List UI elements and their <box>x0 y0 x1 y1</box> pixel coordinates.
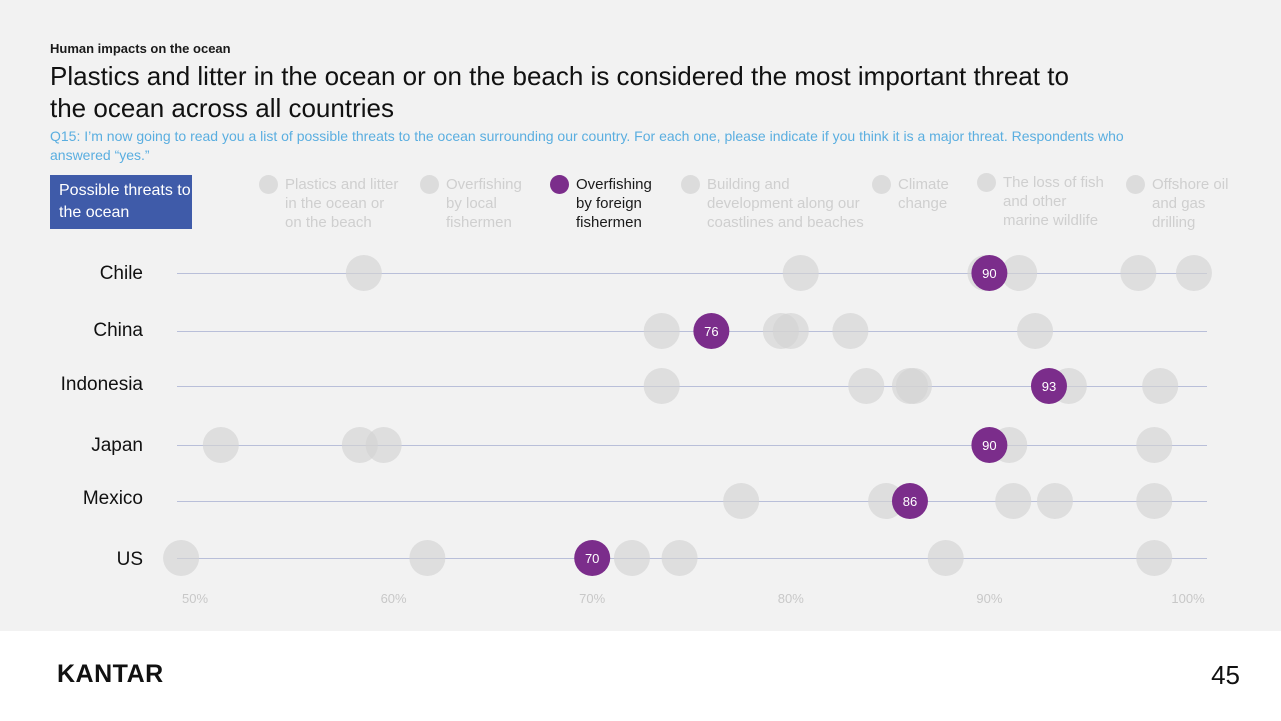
section-kicker: Human impacts on the ocean <box>50 41 231 56</box>
foreign-overfishing-dot <box>1030 368 1067 404</box>
foreign-overfishing-dot <box>971 427 1008 463</box>
data-label: 93 <box>1042 379 1056 394</box>
legend-swatch <box>420 175 439 194</box>
other-threat-dot <box>927 540 964 576</box>
other-threat-dot <box>723 483 760 519</box>
other-threat-dot <box>643 313 680 349</box>
other-threat-dot <box>1120 255 1157 291</box>
legend-swatch <box>977 173 996 192</box>
legend-item: Climate change <box>872 175 949 213</box>
other-threat-dot <box>1136 483 1173 519</box>
legend-item: Offshore oil and gas drilling <box>1126 175 1228 232</box>
legend-label: Overfishing by foreign fishermen <box>576 176 652 231</box>
other-threat-dot <box>1175 255 1212 291</box>
x-tick-label: 50% <box>181 591 209 606</box>
country-label: US <box>116 549 143 570</box>
x-tick-label: 70% <box>579 591 606 606</box>
country-label: China <box>93 320 143 341</box>
country-label: Mexico <box>82 488 143 509</box>
legend-label: Plastics and litter in the ocean or on t… <box>285 176 399 231</box>
other-threat-dot <box>832 313 869 349</box>
kantar-logo: KANTAR <box>57 660 164 688</box>
dot-plot: 90 76 93 90 86 70 <box>163 255 1212 576</box>
x-tick-label: 100% <box>1171 591 1205 606</box>
other-threat-dot <box>1001 255 1038 291</box>
x-tick-label: 80% <box>777 591 804 606</box>
page-number: 45 <box>1211 660 1240 690</box>
legend-swatch <box>681 175 700 194</box>
other-threat-dot <box>1136 540 1173 576</box>
other-threat-dot <box>895 368 932 404</box>
other-threat-dot <box>409 540 446 576</box>
other-threat-dot <box>1136 427 1173 463</box>
x-tick-label: 60% <box>380 591 407 606</box>
legend-swatch <box>259 175 278 194</box>
legend-swatch <box>1126 175 1145 194</box>
data-label: 90 <box>982 438 996 453</box>
content-panel <box>0 0 1281 631</box>
data-label: 86 <box>903 494 917 509</box>
legend-swatch <box>550 175 569 194</box>
other-threat-dot <box>772 313 809 349</box>
country-label: Japan <box>91 435 143 456</box>
other-threat-dot <box>613 540 650 576</box>
legend-label: Climate change <box>898 176 949 212</box>
foreign-overfishing-dot <box>693 313 730 349</box>
other-threat-dot <box>1017 313 1054 349</box>
other-threat-dot <box>782 255 819 291</box>
legend-swatch <box>872 175 891 194</box>
foreign-overfishing-dot <box>971 255 1008 291</box>
x-tick-label: 90% <box>976 591 1003 606</box>
other-threat-dot <box>202 427 239 463</box>
data-label: 70 <box>585 551 599 566</box>
page-title: Plastics and litter in the ocean or on t… <box>50 61 1069 123</box>
legend-item: Plastics and litter in the ocean or on t… <box>259 175 398 232</box>
survey-question: Q15: I’m now going to read you a list of… <box>50 128 1124 163</box>
legend-item: Overfishing by foreign fishermen <box>550 175 652 232</box>
legend-item: The loss of fish and other marine wildli… <box>977 173 1104 230</box>
other-threat-dot <box>1036 483 1073 519</box>
other-threat-dot <box>163 540 200 576</box>
legend-item: Building and development along our coast… <box>681 175 864 232</box>
other-threat-dot <box>365 427 402 463</box>
foreign-overfishing-dot <box>574 540 611 576</box>
threats-header-box: Possible threats to the ocean <box>50 175 192 229</box>
data-label: 90 <box>982 266 996 281</box>
other-threat-dot <box>661 540 698 576</box>
other-threat-dot <box>1142 368 1179 404</box>
foreign-overfishing-dot <box>891 483 928 519</box>
data-label: 76 <box>704 324 718 339</box>
other-threat-dot <box>995 483 1032 519</box>
legend-label: Offshore oil and gas drilling <box>1152 176 1229 231</box>
country-label: Chile <box>99 263 143 284</box>
country-label: Indonesia <box>60 374 143 395</box>
other-threat-dot <box>848 368 885 404</box>
legend-item: Overfishing by local fishermen <box>420 175 522 232</box>
other-threat-dot <box>345 255 382 291</box>
legend-label: Overfishing by local fishermen <box>446 176 522 231</box>
legend-label: Building and development along our coast… <box>707 176 864 231</box>
other-threat-dot <box>643 368 680 404</box>
legend-label: The loss of fish and other marine wildli… <box>1003 174 1104 229</box>
